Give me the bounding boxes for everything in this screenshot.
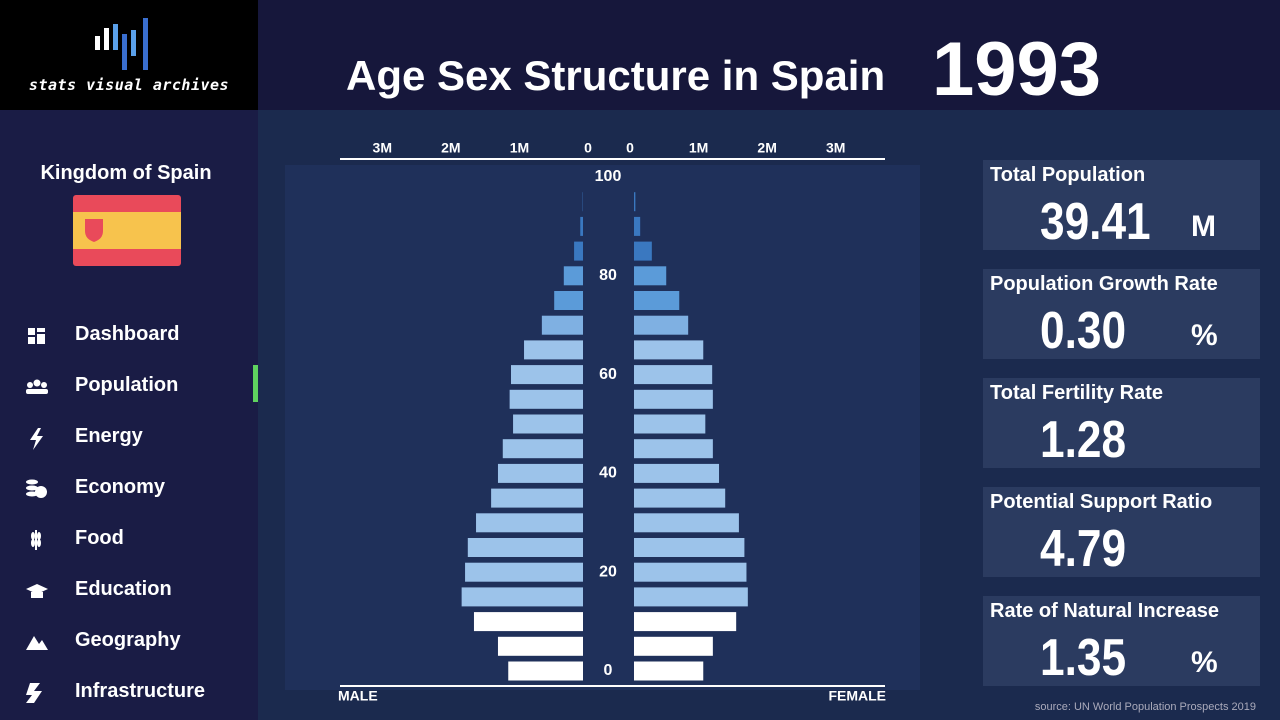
bar xyxy=(465,562,583,582)
x-tick-label: 0 xyxy=(626,140,634,156)
bar xyxy=(634,340,704,360)
bar xyxy=(563,266,583,286)
x-tick-label: 3M xyxy=(826,140,845,156)
x-tick-label: 1M xyxy=(510,140,529,156)
bar xyxy=(634,612,737,632)
menu-item[interactable]: Population xyxy=(75,374,179,396)
stat-unit: % xyxy=(1191,646,1218,679)
stat-label: Total Population xyxy=(990,164,1146,186)
stat-value: 39.41 xyxy=(1040,193,1151,251)
bar xyxy=(634,661,704,681)
bar xyxy=(541,315,583,335)
bar xyxy=(634,538,745,557)
bar xyxy=(634,315,689,335)
menu-item[interactable]: Infrastructure xyxy=(75,680,206,702)
bar xyxy=(634,266,667,286)
bar xyxy=(634,291,680,310)
bar xyxy=(473,612,583,632)
brand: stats visual archives xyxy=(28,76,230,94)
bar xyxy=(497,636,583,656)
stat-card: Total Fertility Rate 1.28 xyxy=(983,378,1260,469)
bar xyxy=(509,389,583,409)
bar xyxy=(634,439,713,459)
age-label: 60 xyxy=(599,366,617,383)
logo: stats visual archives xyxy=(0,0,258,110)
bar xyxy=(508,661,583,681)
stat-unit: % xyxy=(1191,319,1218,352)
stat-value: 1.28 xyxy=(1040,411,1127,469)
stat-card: Population Growth Rate 0.30% xyxy=(983,269,1260,360)
bar xyxy=(497,463,583,483)
bar xyxy=(461,587,583,607)
x-tick-label: 2M xyxy=(757,140,776,156)
menu-item[interactable]: Education xyxy=(75,578,172,600)
bar xyxy=(554,291,583,310)
stat-label: Total Fertility Rate xyxy=(990,382,1163,404)
stat-value: 1.35 xyxy=(1040,629,1127,687)
stat-value: 4.79 xyxy=(1040,520,1127,578)
menu-item[interactable]: Dashboard xyxy=(75,323,180,345)
bar xyxy=(634,192,636,212)
age-label: 80 xyxy=(599,267,617,284)
bar xyxy=(634,587,748,607)
source: source: UN World Population Prospects 20… xyxy=(1034,701,1256,713)
bar xyxy=(580,216,583,236)
x-tick-label: 1M xyxy=(689,140,708,156)
bar xyxy=(634,463,720,483)
bar xyxy=(467,538,583,557)
stat-card: Rate of Natural Increase 1.35% xyxy=(983,596,1260,687)
menu-item[interactable]: Economy xyxy=(75,476,166,498)
x-tick-label: 2M xyxy=(441,140,460,156)
stat-value: 0.30 xyxy=(1040,302,1127,360)
menu-item[interactable]: Geography xyxy=(75,629,181,651)
chart-panel xyxy=(285,165,920,690)
age-label: 20 xyxy=(599,563,617,580)
header xyxy=(258,0,1280,110)
bar xyxy=(634,365,713,385)
age-label: 40 xyxy=(599,465,617,482)
stat-unit: M xyxy=(1191,210,1216,243)
bar xyxy=(634,414,706,434)
bar xyxy=(634,389,713,409)
bar xyxy=(524,340,583,360)
stat-label: Rate of Natural Increase xyxy=(990,600,1219,622)
flag xyxy=(73,195,181,266)
bar xyxy=(513,414,583,434)
age-label: 100 xyxy=(595,168,622,185)
logo-mark xyxy=(95,18,148,70)
bar xyxy=(634,562,747,582)
bar xyxy=(634,488,726,508)
age-label: 0 xyxy=(604,662,613,679)
menu-item[interactable]: Energy xyxy=(75,425,143,447)
menu-icons xyxy=(26,328,48,703)
bar xyxy=(491,488,583,508)
active-indicator xyxy=(253,365,258,402)
x-tick-label: 0 xyxy=(584,140,592,156)
stat-label: Population Growth Rate xyxy=(990,273,1218,295)
stat-card: Total Population 39.41 M xyxy=(983,160,1260,251)
menu-item[interactable]: Food xyxy=(75,527,124,549)
bar xyxy=(511,365,583,385)
bar xyxy=(574,241,583,261)
title: Age Sex Structure in Spain xyxy=(346,52,886,99)
year: 1993 xyxy=(932,27,1102,112)
legend-label: FEMALE xyxy=(828,688,886,704)
legend-label: MALE xyxy=(338,688,378,704)
country: Kingdom of Spain xyxy=(40,162,212,184)
x-tick-label: 3M xyxy=(373,140,392,156)
bar xyxy=(634,636,713,656)
stat-label: Potential Support Ratio xyxy=(990,491,1213,513)
stat-card: Potential Support Ratio 4.79 xyxy=(983,487,1260,578)
bar xyxy=(502,439,583,459)
bar xyxy=(634,513,739,533)
bar xyxy=(476,513,583,533)
bar xyxy=(634,216,641,236)
bar xyxy=(634,241,652,261)
